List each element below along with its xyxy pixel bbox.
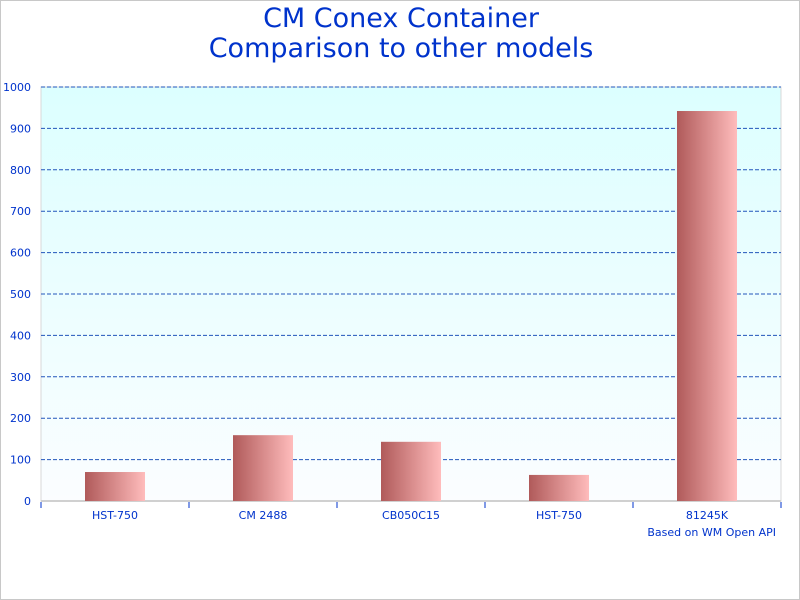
bar: [381, 441, 441, 501]
y-tick-label: 300: [10, 371, 31, 384]
chart-title-line1: CM Conex Container: [263, 3, 539, 34]
y-tick-label: 800: [10, 164, 31, 177]
y-tick-label: 1000: [3, 81, 31, 94]
y-tick-label: 600: [10, 247, 31, 260]
chart-title-line2: Comparison to other models: [208, 33, 594, 64]
bar: [233, 435, 293, 501]
y-tick-label: 500: [10, 288, 31, 301]
bar: [677, 111, 737, 502]
footnote: Based on WM Open API: [647, 526, 776, 539]
x-tick-label: HST-750: [92, 509, 138, 522]
x-tick-label: CM 2488: [239, 509, 288, 522]
y-tick-label: 100: [10, 454, 31, 467]
x-tick-label: HST-750: [536, 509, 582, 522]
x-tick-label: 81245K: [686, 509, 729, 522]
y-tick-label: 0: [24, 495, 31, 508]
y-tick-label: 900: [10, 122, 31, 135]
bar: [529, 474, 589, 501]
bar: [85, 472, 145, 501]
y-tick-label: 200: [10, 412, 31, 425]
y-tick-label: 700: [10, 205, 31, 218]
x-tick-label: CB050C15: [382, 509, 440, 522]
y-tick-label: 400: [10, 329, 31, 342]
